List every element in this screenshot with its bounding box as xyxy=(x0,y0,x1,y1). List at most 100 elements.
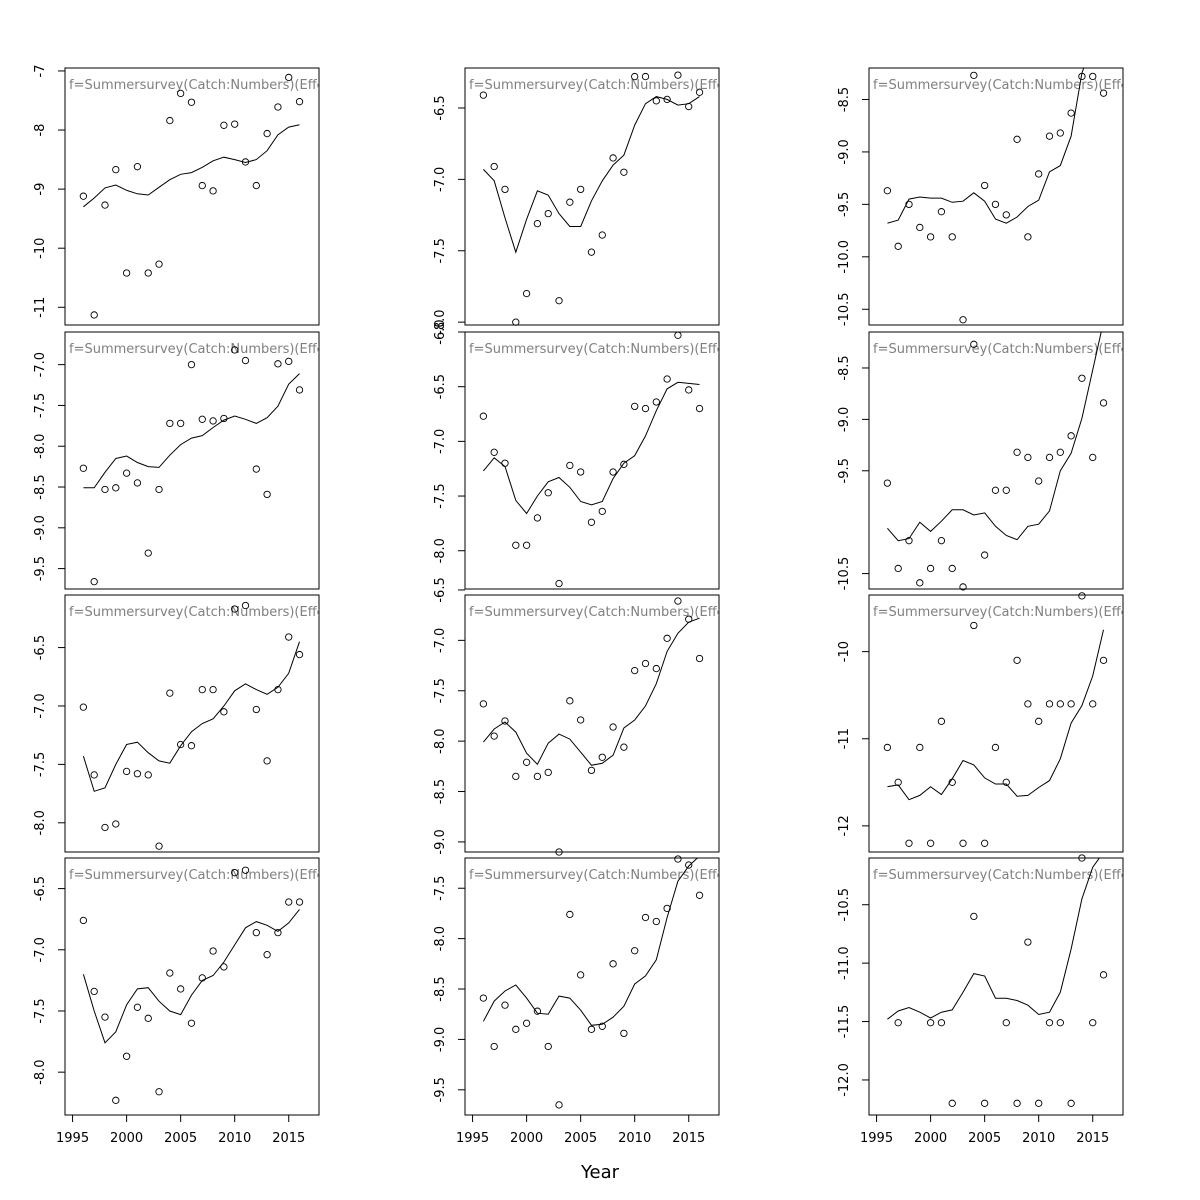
y-tick-label: -9.0 xyxy=(433,1027,448,1052)
observed-point xyxy=(285,73,293,82)
panel-2: f=Summersurvey(Catch:Numbers)(Effort) -6.… xyxy=(433,67,720,335)
observed-point xyxy=(490,448,498,456)
panel-title: f=Summersurvey(Catch:Numbers)(Effort) xyxy=(69,605,340,620)
observed-point xyxy=(894,778,902,786)
observed-point xyxy=(577,971,585,979)
observed-point xyxy=(883,479,892,487)
y-tick-label: -7.5 xyxy=(433,483,448,508)
observed-point xyxy=(166,969,174,977)
observed-point xyxy=(883,187,892,195)
observed-point xyxy=(501,717,509,725)
observed-point xyxy=(479,700,488,708)
observed-point xyxy=(641,659,650,668)
observed-point xyxy=(112,1096,120,1104)
observed-point xyxy=(522,758,531,766)
observed-point xyxy=(122,269,131,277)
observed-point xyxy=(577,716,585,724)
panel-title: f=Summersurvey(Catch:Numbers)(Effort) xyxy=(873,868,1144,883)
observed-point xyxy=(577,185,585,194)
y-tick-label: -11.0 xyxy=(837,946,852,980)
y-tick-label: -7.0 xyxy=(33,352,48,377)
observed-point xyxy=(133,1003,142,1011)
observed-point xyxy=(187,1019,196,1027)
observed-point xyxy=(1035,717,1043,725)
observed-point xyxy=(144,771,152,779)
observed-point xyxy=(970,340,978,348)
observed-point xyxy=(674,855,682,863)
observed-point xyxy=(144,549,152,557)
observed-point xyxy=(948,778,956,786)
x-tick-label: 1995 xyxy=(860,1131,893,1146)
observed-point xyxy=(79,192,88,200)
observed-point xyxy=(1024,700,1032,708)
observed-point xyxy=(187,742,196,750)
observed-point xyxy=(916,579,924,587)
y-tick-label: -8.0 xyxy=(33,434,48,459)
x-tick-label: 1995 xyxy=(456,1131,489,1146)
y-tick-label: -6.5 xyxy=(33,635,48,660)
observed-point xyxy=(937,1019,946,1027)
observed-point xyxy=(555,848,563,856)
observed-point xyxy=(674,71,682,79)
observed-point xyxy=(598,753,606,761)
observed-point xyxy=(685,386,693,394)
observed-point xyxy=(209,947,217,955)
observed-point xyxy=(1099,656,1108,664)
panel-frame xyxy=(64,857,320,1116)
observed-point xyxy=(155,1088,163,1096)
y-tick-label: -8.0 xyxy=(433,309,448,334)
observed-point xyxy=(122,767,131,776)
observed-point xyxy=(883,743,892,752)
observed-point xyxy=(285,898,293,906)
y-tick-label: -8.0 xyxy=(33,810,48,835)
observed-point xyxy=(620,168,628,176)
panel-frame xyxy=(464,331,720,590)
observed-point xyxy=(1056,1019,1064,1027)
observed-point xyxy=(905,839,913,847)
y-tick-label: -7.5 xyxy=(433,876,448,901)
observed-point xyxy=(663,634,671,642)
observed-point xyxy=(1089,1019,1097,1027)
panel-title: f=Summersurvey(Catch:Numbers)(Effort) xyxy=(69,342,340,357)
observed-point xyxy=(894,564,902,573)
y-tick-label: -8.5 xyxy=(33,474,48,499)
observed-point xyxy=(695,404,704,413)
observed-point xyxy=(1089,453,1097,462)
observed-point xyxy=(79,916,88,925)
observed-point xyxy=(948,1099,956,1107)
observed-point xyxy=(122,469,131,477)
fit-line xyxy=(82,641,300,792)
panel-title: f=Summersurvey(Catch:Numbers)(Effort) xyxy=(873,342,1144,357)
y-tick-label: -7 xyxy=(33,64,48,77)
y-tick-label: -8.5 xyxy=(433,779,448,804)
y-tick-label: -8.0 xyxy=(433,538,448,563)
panel-7: f=Summersurvey(Catch:Numbers)(Effort) -6.… xyxy=(33,594,340,853)
observed-point xyxy=(479,91,488,99)
observed-point xyxy=(512,772,520,781)
observed-point xyxy=(231,869,239,877)
observed-point xyxy=(652,398,660,406)
panel-frame xyxy=(868,331,1124,590)
panel-10: f=Summersurvey(Catch:Numbers)(Effort) -6.… xyxy=(33,857,320,1146)
observed-point xyxy=(166,116,174,125)
observed-point xyxy=(112,484,120,492)
panel-title: f=Summersurvey(Catch:Numbers)(Effort) xyxy=(469,342,740,357)
observed-point xyxy=(566,461,574,470)
observed-point xyxy=(101,485,109,494)
observed-point xyxy=(970,912,978,921)
observed-point xyxy=(544,209,552,218)
y-tick-label: -9.0 xyxy=(433,829,448,854)
observed-point xyxy=(926,564,935,573)
panel-frame xyxy=(64,331,320,590)
observed-point xyxy=(90,578,98,586)
fit-line xyxy=(83,373,300,489)
observed-point xyxy=(685,102,693,111)
panel-frame xyxy=(464,67,720,326)
y-tick-label: -11 xyxy=(837,728,852,749)
observed-point xyxy=(241,356,250,365)
fit-line xyxy=(83,124,300,208)
y-tick-label: -9 xyxy=(33,183,48,196)
x-tick-label: 2005 xyxy=(564,1131,597,1146)
observed-point xyxy=(177,89,185,98)
observed-point xyxy=(663,375,671,383)
